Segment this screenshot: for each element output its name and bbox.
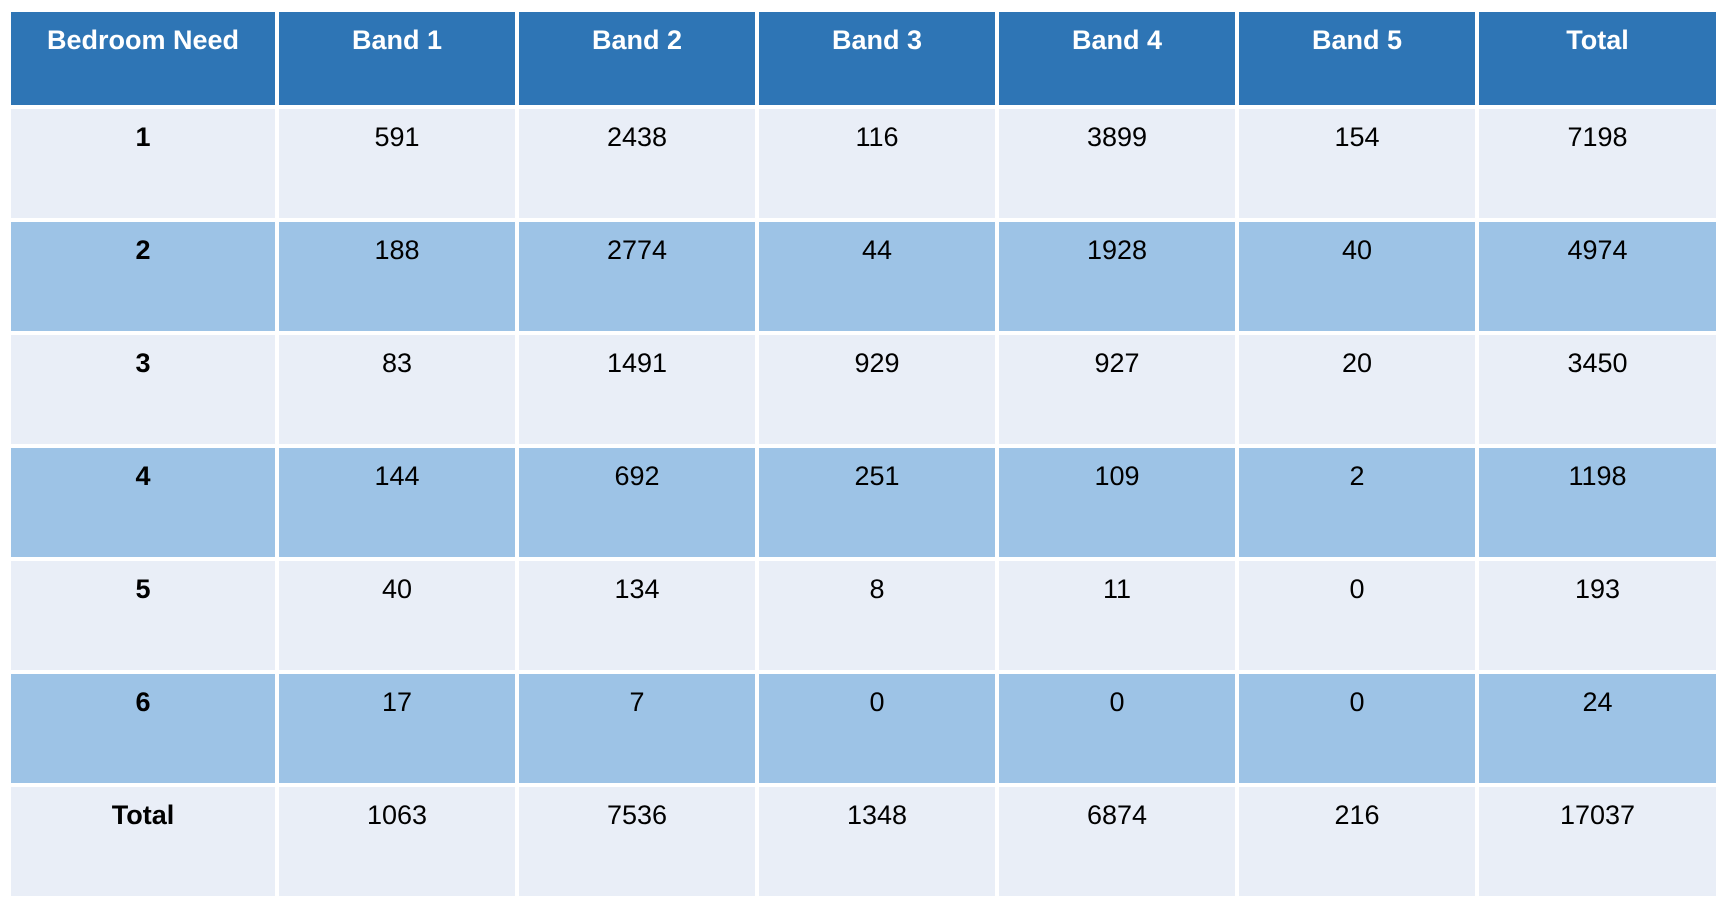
column-header-bedroom-need: Bedroom Need: [7, 8, 279, 109]
row-label-cell: 3: [7, 331, 279, 448]
data-cell: 6874: [995, 783, 1239, 900]
data-cell: 591: [275, 105, 519, 222]
data-cell: 144: [275, 444, 519, 561]
table-row: 4 144 692 251 109 2 1198: [7, 444, 1720, 561]
table-row: 1 591 2438 116 3899 154 7198: [7, 105, 1720, 222]
data-cell: 927: [995, 331, 1239, 448]
data-cell: 7: [515, 670, 759, 787]
data-cell: 8: [755, 557, 999, 674]
data-cell: 1928: [995, 218, 1239, 335]
column-header: Total: [1475, 8, 1720, 109]
data-cell: 2774: [515, 218, 759, 335]
data-cell: 2438: [515, 105, 759, 222]
data-cell: 17: [275, 670, 519, 787]
data-cell: 0: [755, 670, 999, 787]
data-cell: 0: [1235, 557, 1479, 674]
table-row: 5 40 134 8 11 0 193: [7, 557, 1720, 674]
column-header: Band 2: [515, 8, 759, 109]
data-cell: 7198: [1475, 105, 1720, 222]
column-header: Band 1: [275, 8, 519, 109]
data-cell: 188: [275, 218, 519, 335]
data-cell: 20: [1235, 331, 1479, 448]
row-label-cell: 5: [7, 557, 279, 674]
row-label-cell: 6: [7, 670, 279, 787]
bedroom-need-by-band-table: Bedroom Need Band 1 Band 2 Band 3 Band 4 Band…: [7, 8, 1720, 900]
data-cell: 134: [515, 557, 759, 674]
data-cell: 193: [1475, 557, 1720, 674]
data-cell: 1348: [755, 783, 999, 900]
data-cell: 40: [275, 557, 519, 674]
row-label-cell: 4: [7, 444, 279, 561]
table-body: 1 591 2438 116 3899 154 7198 2 188 2774 44 1928 40 49…: [7, 105, 1720, 900]
header-row: Bedroom Need Band 1 Band 2 Band 3 Band 4 Band…: [7, 8, 1720, 109]
data-cell: 1063: [275, 783, 519, 900]
table-row: 6 17 7 0 0 0 24: [7, 670, 1720, 787]
table-row: Total 1063 7536 1348 6874 216 17037: [7, 783, 1720, 900]
data-cell: 24: [1475, 670, 1720, 787]
data-cell: 40: [1235, 218, 1479, 335]
data-cell: 109: [995, 444, 1239, 561]
data-cell: 1491: [515, 331, 759, 448]
row-label-cell: 1: [7, 105, 279, 222]
data-cell: 251: [755, 444, 999, 561]
data-cell: 7536: [515, 783, 759, 900]
data-cell: 0: [1235, 670, 1479, 787]
data-cell: 83: [275, 331, 519, 448]
data-cell: 692: [515, 444, 759, 561]
data-cell: 44: [755, 218, 999, 335]
data-cell: 116: [755, 105, 999, 222]
data-cell: 1198: [1475, 444, 1720, 561]
data-cell: 3450: [1475, 331, 1720, 448]
data-cell: 17037: [1475, 783, 1720, 900]
data-cell: 4974: [1475, 218, 1720, 335]
column-header: Band 5: [1235, 8, 1479, 109]
data-cell: 154: [1235, 105, 1479, 222]
data-cell: 0: [995, 670, 1239, 787]
column-header: Band 4: [995, 8, 1239, 109]
row-label-cell: Total: [7, 783, 279, 900]
table-row: 2 188 2774 44 1928 40 4974: [7, 218, 1720, 335]
table-row: 3 83 1491 929 927 20 3450: [7, 331, 1720, 448]
data-cell: 929: [755, 331, 999, 448]
data-cell: 216: [1235, 783, 1479, 900]
row-label-cell: 2: [7, 218, 279, 335]
data-cell: 3899: [995, 105, 1239, 222]
data-cell: 2: [1235, 444, 1479, 561]
column-header: Band 3: [755, 8, 999, 109]
data-cell: 11: [995, 557, 1239, 674]
